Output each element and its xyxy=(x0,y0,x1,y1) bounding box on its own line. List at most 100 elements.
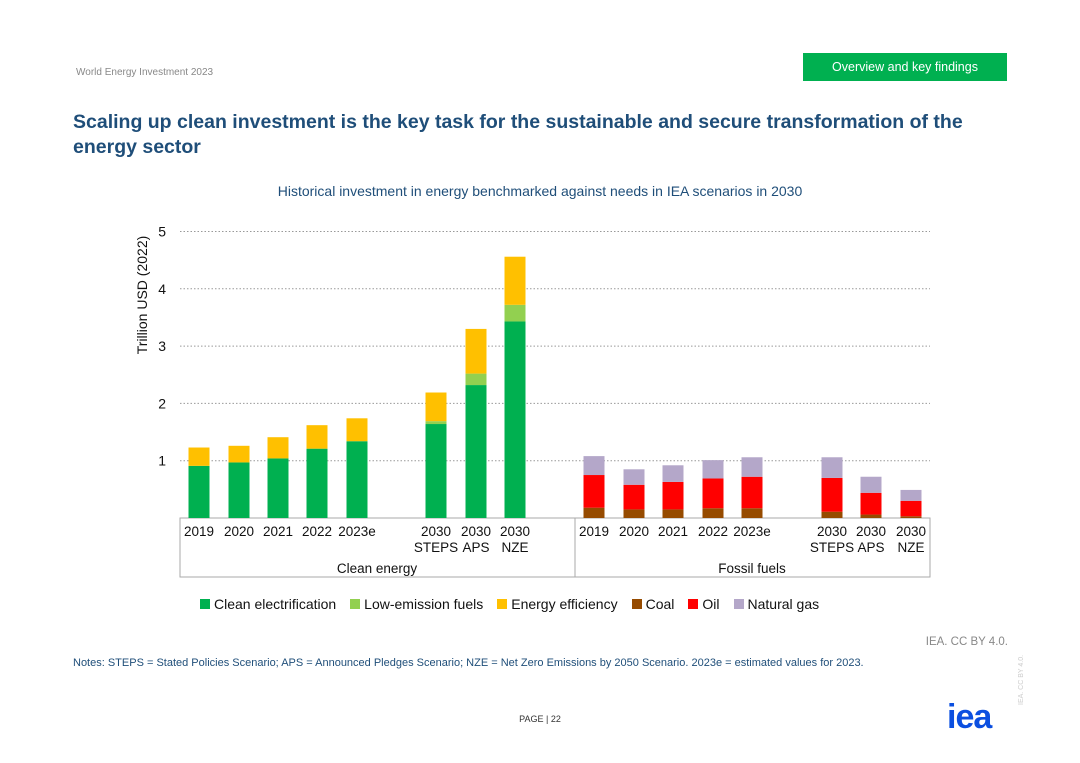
bar-segment-clean-electrification xyxy=(228,462,250,518)
bar-segment-natural-gas xyxy=(900,489,922,501)
bar-segment-clean-electrification xyxy=(504,321,526,518)
legend-item: Oil xyxy=(688,596,720,612)
legend-swatch xyxy=(631,599,642,609)
bar-segment-clean-electrification xyxy=(306,448,328,518)
bar-segment-energy-efficiency xyxy=(504,256,526,305)
bar-segment-oil xyxy=(900,500,922,517)
x-tick-label: 2020 xyxy=(619,524,649,539)
y-axis-label: Trillion USD (2022) xyxy=(134,236,150,355)
bar-segment-energy-efficiency xyxy=(228,445,250,463)
x-tick-label: STEPS xyxy=(810,540,854,555)
bar-segment-low-emission-fuels xyxy=(425,421,447,425)
x-tick-label: 2022 xyxy=(698,524,728,539)
y-tick-label: 4 xyxy=(158,281,166,297)
y-tick-label: 1 xyxy=(158,453,166,469)
chart-notes: Notes: STEPS = Stated Policies Scenario;… xyxy=(73,657,864,669)
section-badge: Overview and key findings xyxy=(803,53,1007,81)
bar-segment-coal xyxy=(662,509,684,518)
x-tick-label: APS xyxy=(462,540,489,555)
y-tick-label: 5 xyxy=(158,224,166,240)
legend-label: Oil xyxy=(702,596,720,612)
x-tick-label: 2030 xyxy=(856,524,886,539)
stacked-bar-chart: 1 2 3 4 5 Trillion USD (2022) 2019 2020 2021 2022… xyxy=(134,224,931,578)
legend-swatch xyxy=(688,599,699,609)
bar-segment-oil xyxy=(702,478,724,509)
bar-segment-energy-efficiency xyxy=(465,328,487,374)
legend-item: Coal xyxy=(631,596,675,612)
bar-segment-clean-electrification xyxy=(346,441,368,518)
bar-segment-natural-gas xyxy=(583,456,605,476)
group-label: Clean energy xyxy=(337,561,418,576)
legend-label: Coal xyxy=(645,596,675,612)
bar-segment-oil xyxy=(860,492,882,515)
chart-title: Historical investment in energy benchmar… xyxy=(277,183,803,199)
bar-segment-energy-efficiency xyxy=(306,425,328,449)
legend-item: Clean electrification xyxy=(200,596,336,612)
bar-segment-energy-efficiency xyxy=(188,447,210,466)
legend-swatch xyxy=(497,599,508,609)
bar-segment-coal xyxy=(583,507,605,518)
vertical-credit: IEA. CC BY 4.0. xyxy=(1018,654,1025,705)
x-tick-label: 2023e xyxy=(733,524,771,539)
legend-label: Low-emission fuels xyxy=(364,596,484,612)
bar-segment-natural-gas xyxy=(702,460,724,479)
bar-segment-oil xyxy=(821,477,843,512)
x-tick-label: NZE xyxy=(898,540,925,555)
x-tick-label: 2019 xyxy=(184,524,214,539)
bar-segment-oil xyxy=(623,484,645,510)
bar-segment-oil xyxy=(583,475,605,508)
x-tick-label: APS xyxy=(857,540,884,555)
legend-swatch xyxy=(200,599,210,609)
bar-segment-coal xyxy=(623,509,645,518)
bar-segment-coal xyxy=(741,508,763,518)
bar-segment-clean-electrification xyxy=(465,385,487,518)
bar-segment-clean-electrification xyxy=(188,465,210,518)
bar-segment-coal xyxy=(821,511,843,518)
legend-label: Natural gas xyxy=(747,596,820,612)
category-axis-box xyxy=(179,517,931,578)
bar-segment-low-emission-fuels xyxy=(465,373,487,386)
legend-label: Clean electrification xyxy=(214,596,337,612)
legend-swatch xyxy=(350,599,361,609)
group-label: Fossil fuels xyxy=(718,561,786,576)
x-tick-label: 2022 xyxy=(302,524,332,539)
bar-segment-coal xyxy=(702,508,724,518)
legend-swatch xyxy=(733,599,744,609)
bar-segment-natural-gas xyxy=(741,457,763,477)
legend-item: Energy efficiency xyxy=(497,596,618,612)
source-credit: IEA. CC BY 4.0. xyxy=(925,636,1008,648)
x-tick-label: 2023e xyxy=(338,524,376,539)
iea-logo: iea xyxy=(947,698,992,736)
y-tick-label: 2 xyxy=(158,395,166,411)
x-tick-label: 2019 xyxy=(579,524,609,539)
bar-segment-clean-electrification xyxy=(425,424,447,518)
bar-segment-coal xyxy=(900,516,922,518)
x-tick-label: NZE xyxy=(502,540,529,555)
legend-label: Energy efficiency xyxy=(511,596,618,612)
x-tick-label: 2021 xyxy=(658,524,688,539)
chart-legend: Clean electrification Low-emission fuels E… xyxy=(200,596,819,612)
bar-segment-natural-gas xyxy=(623,469,645,485)
y-tick-label: 3 xyxy=(158,338,166,354)
bar-segment-energy-efficiency xyxy=(425,392,447,422)
page-title: Scaling up clean investment is the key t… xyxy=(73,111,963,158)
document-title: World Energy Investment 2023 xyxy=(76,67,214,78)
legend-item: Natural gas xyxy=(733,596,820,612)
x-tick-label: 2021 xyxy=(263,524,293,539)
bar-segment-energy-efficiency xyxy=(346,418,368,442)
x-tick-label: 2030 xyxy=(461,524,491,539)
x-tick-label: 2030 xyxy=(896,524,926,539)
x-tick-label: 2030 xyxy=(421,524,451,539)
bar-segment-oil xyxy=(662,481,684,510)
bar-segment-low-emission-fuels xyxy=(504,304,526,322)
bar-segment-clean-electrification xyxy=(267,458,289,518)
bar-segment-coal xyxy=(860,514,882,518)
x-tick-label: STEPS xyxy=(414,540,458,555)
page-number: PAGE | 22 xyxy=(519,714,561,724)
x-tick-label: 2030 xyxy=(817,524,847,539)
legend-item: Low-emission fuels xyxy=(350,596,483,612)
bar-segment-natural-gas xyxy=(821,457,843,478)
x-tick-label: 2020 xyxy=(224,524,254,539)
bar-segment-natural-gas xyxy=(662,465,684,482)
bar-segment-natural-gas xyxy=(860,476,882,493)
